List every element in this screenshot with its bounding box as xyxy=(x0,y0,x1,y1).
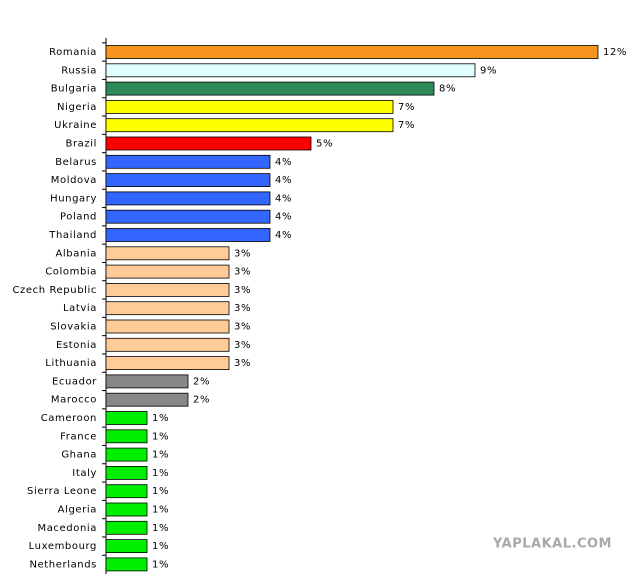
y-tick-label: France xyxy=(60,431,97,442)
bar xyxy=(105,63,476,78)
value-label: 7% xyxy=(398,102,415,113)
bar xyxy=(105,246,230,261)
value-label: 5% xyxy=(316,139,333,150)
y-tick-label: Belarus xyxy=(55,157,97,168)
y-tick-label: Russia xyxy=(61,65,97,76)
y-tick-label: Albania xyxy=(55,248,97,259)
bar xyxy=(105,319,230,334)
value-label: 2% xyxy=(193,376,210,387)
bar xyxy=(105,154,271,169)
y-tick-label: Cameroon xyxy=(41,413,97,424)
y-tick-label: Ecuador xyxy=(52,376,97,387)
bar xyxy=(105,173,271,188)
y-tick-label: Moldova xyxy=(51,175,97,186)
value-label: 2% xyxy=(193,395,210,406)
y-tick-label: Netherlands xyxy=(29,559,97,570)
value-label: 1% xyxy=(152,450,169,461)
bar xyxy=(105,539,148,553)
value-label: 1% xyxy=(152,559,169,570)
bar xyxy=(105,282,230,297)
bar xyxy=(105,301,230,316)
bar xyxy=(105,392,189,407)
value-label: 3% xyxy=(234,248,251,259)
bar xyxy=(105,411,148,425)
value-label: 1% xyxy=(152,468,169,479)
value-label: 4% xyxy=(275,157,292,168)
y-tick-label: Sierra Leone xyxy=(27,486,97,497)
bar xyxy=(105,228,271,242)
bar xyxy=(105,191,271,206)
bar xyxy=(105,100,394,114)
y-tick-label: Ukraine xyxy=(54,120,97,131)
value-label: 3% xyxy=(234,285,251,296)
value-label: 1% xyxy=(152,523,169,534)
bar xyxy=(105,264,230,279)
value-label: 4% xyxy=(275,212,292,223)
y-tick-label: Marocco xyxy=(51,395,97,406)
y-tick-label: Bulgaria xyxy=(51,84,97,95)
y-tick-label: Romania xyxy=(49,47,97,58)
value-label: 8% xyxy=(439,84,456,95)
bar xyxy=(105,337,230,352)
bar xyxy=(105,45,599,59)
value-label: 9% xyxy=(480,65,497,76)
bar xyxy=(105,374,189,389)
bar xyxy=(105,429,148,444)
value-label: 4% xyxy=(275,193,292,204)
y-tick-label: Poland xyxy=(60,212,97,223)
y-tick-label: Thailand xyxy=(48,230,97,241)
value-label: 1% xyxy=(152,431,169,442)
y-tick-label: Nigeria xyxy=(57,102,97,113)
value-label: 7% xyxy=(398,120,415,131)
value-label: 3% xyxy=(234,340,251,351)
y-tick-label: Algeria xyxy=(58,505,97,516)
bar xyxy=(105,484,148,499)
value-label: 12% xyxy=(603,47,627,58)
value-label: 1% xyxy=(152,505,169,516)
y-tick-label: Czech Republic xyxy=(12,285,97,296)
y-tick-label: Slovakia xyxy=(50,322,97,333)
bar xyxy=(105,520,148,535)
bar xyxy=(105,447,148,462)
bar xyxy=(105,356,230,371)
y-tick-label: Colombia xyxy=(45,267,97,278)
y-tick-label: Estonia xyxy=(56,340,97,351)
bar xyxy=(105,81,435,96)
value-label: 1% xyxy=(152,486,169,497)
value-label: 3% xyxy=(234,322,251,333)
value-label: 3% xyxy=(234,358,251,369)
y-tick-label: Luxembourg xyxy=(29,541,97,552)
y-tick-label: Brazil xyxy=(65,139,97,150)
bar xyxy=(105,118,394,133)
value-label: 4% xyxy=(275,230,292,241)
value-label: 3% xyxy=(234,267,251,278)
watermark: YAPLAKAL.COM xyxy=(492,537,612,552)
y-tick-label: Italy xyxy=(72,468,97,479)
value-label: 1% xyxy=(152,541,169,552)
value-label: 1% xyxy=(152,413,169,424)
bar xyxy=(105,502,148,517)
bar xyxy=(105,557,148,572)
y-tick-label: Lithuania xyxy=(45,358,97,369)
y-tick-label: Hungary xyxy=(50,193,97,204)
y-tick-label: Macedonia xyxy=(37,523,97,534)
value-label: 4% xyxy=(275,175,292,186)
y-tick-label: Ghana xyxy=(61,450,97,461)
bar xyxy=(105,209,271,224)
bar xyxy=(105,136,312,151)
y-tick-label: Latvia xyxy=(63,303,97,314)
value-label: 3% xyxy=(234,303,251,314)
bar xyxy=(105,465,148,480)
